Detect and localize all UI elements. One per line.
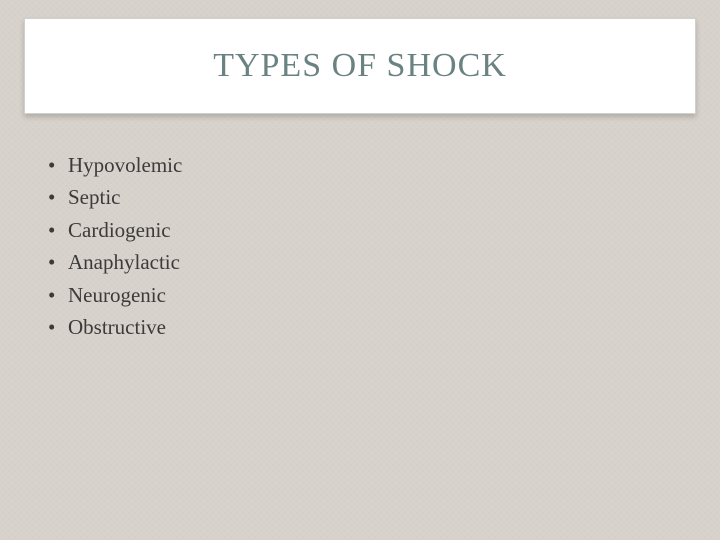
list-item-label: Cardiogenic [68,215,171,245]
bullet-icon: • [48,182,68,212]
list-item-label: Hypovolemic [68,150,182,180]
list-item: • Neurogenic [48,280,182,310]
list-item-label: Neurogenic [68,280,166,310]
slide: TYPES OF SHOCK • Hypovolemic • Septic • … [0,0,720,540]
list-item-label: Septic [68,182,121,212]
bullet-icon: • [48,312,68,342]
list-item-label: Obstructive [68,312,166,342]
bullet-icon: • [48,280,68,310]
list-item: • Anaphylactic [48,247,182,277]
list-item-label: Anaphylactic [68,247,180,277]
list-item: • Septic [48,182,182,212]
bullet-icon: • [48,247,68,277]
bullet-icon: • [48,215,68,245]
list-item: • Obstructive [48,312,182,342]
slide-title: TYPES OF SHOCK [213,47,507,85]
bullet-list: • Hypovolemic • Septic • Cardiogenic • A… [48,150,182,345]
bullet-icon: • [48,150,68,180]
title-box: TYPES OF SHOCK [24,18,696,114]
list-item: • Hypovolemic [48,150,182,180]
list-item: • Cardiogenic [48,215,182,245]
